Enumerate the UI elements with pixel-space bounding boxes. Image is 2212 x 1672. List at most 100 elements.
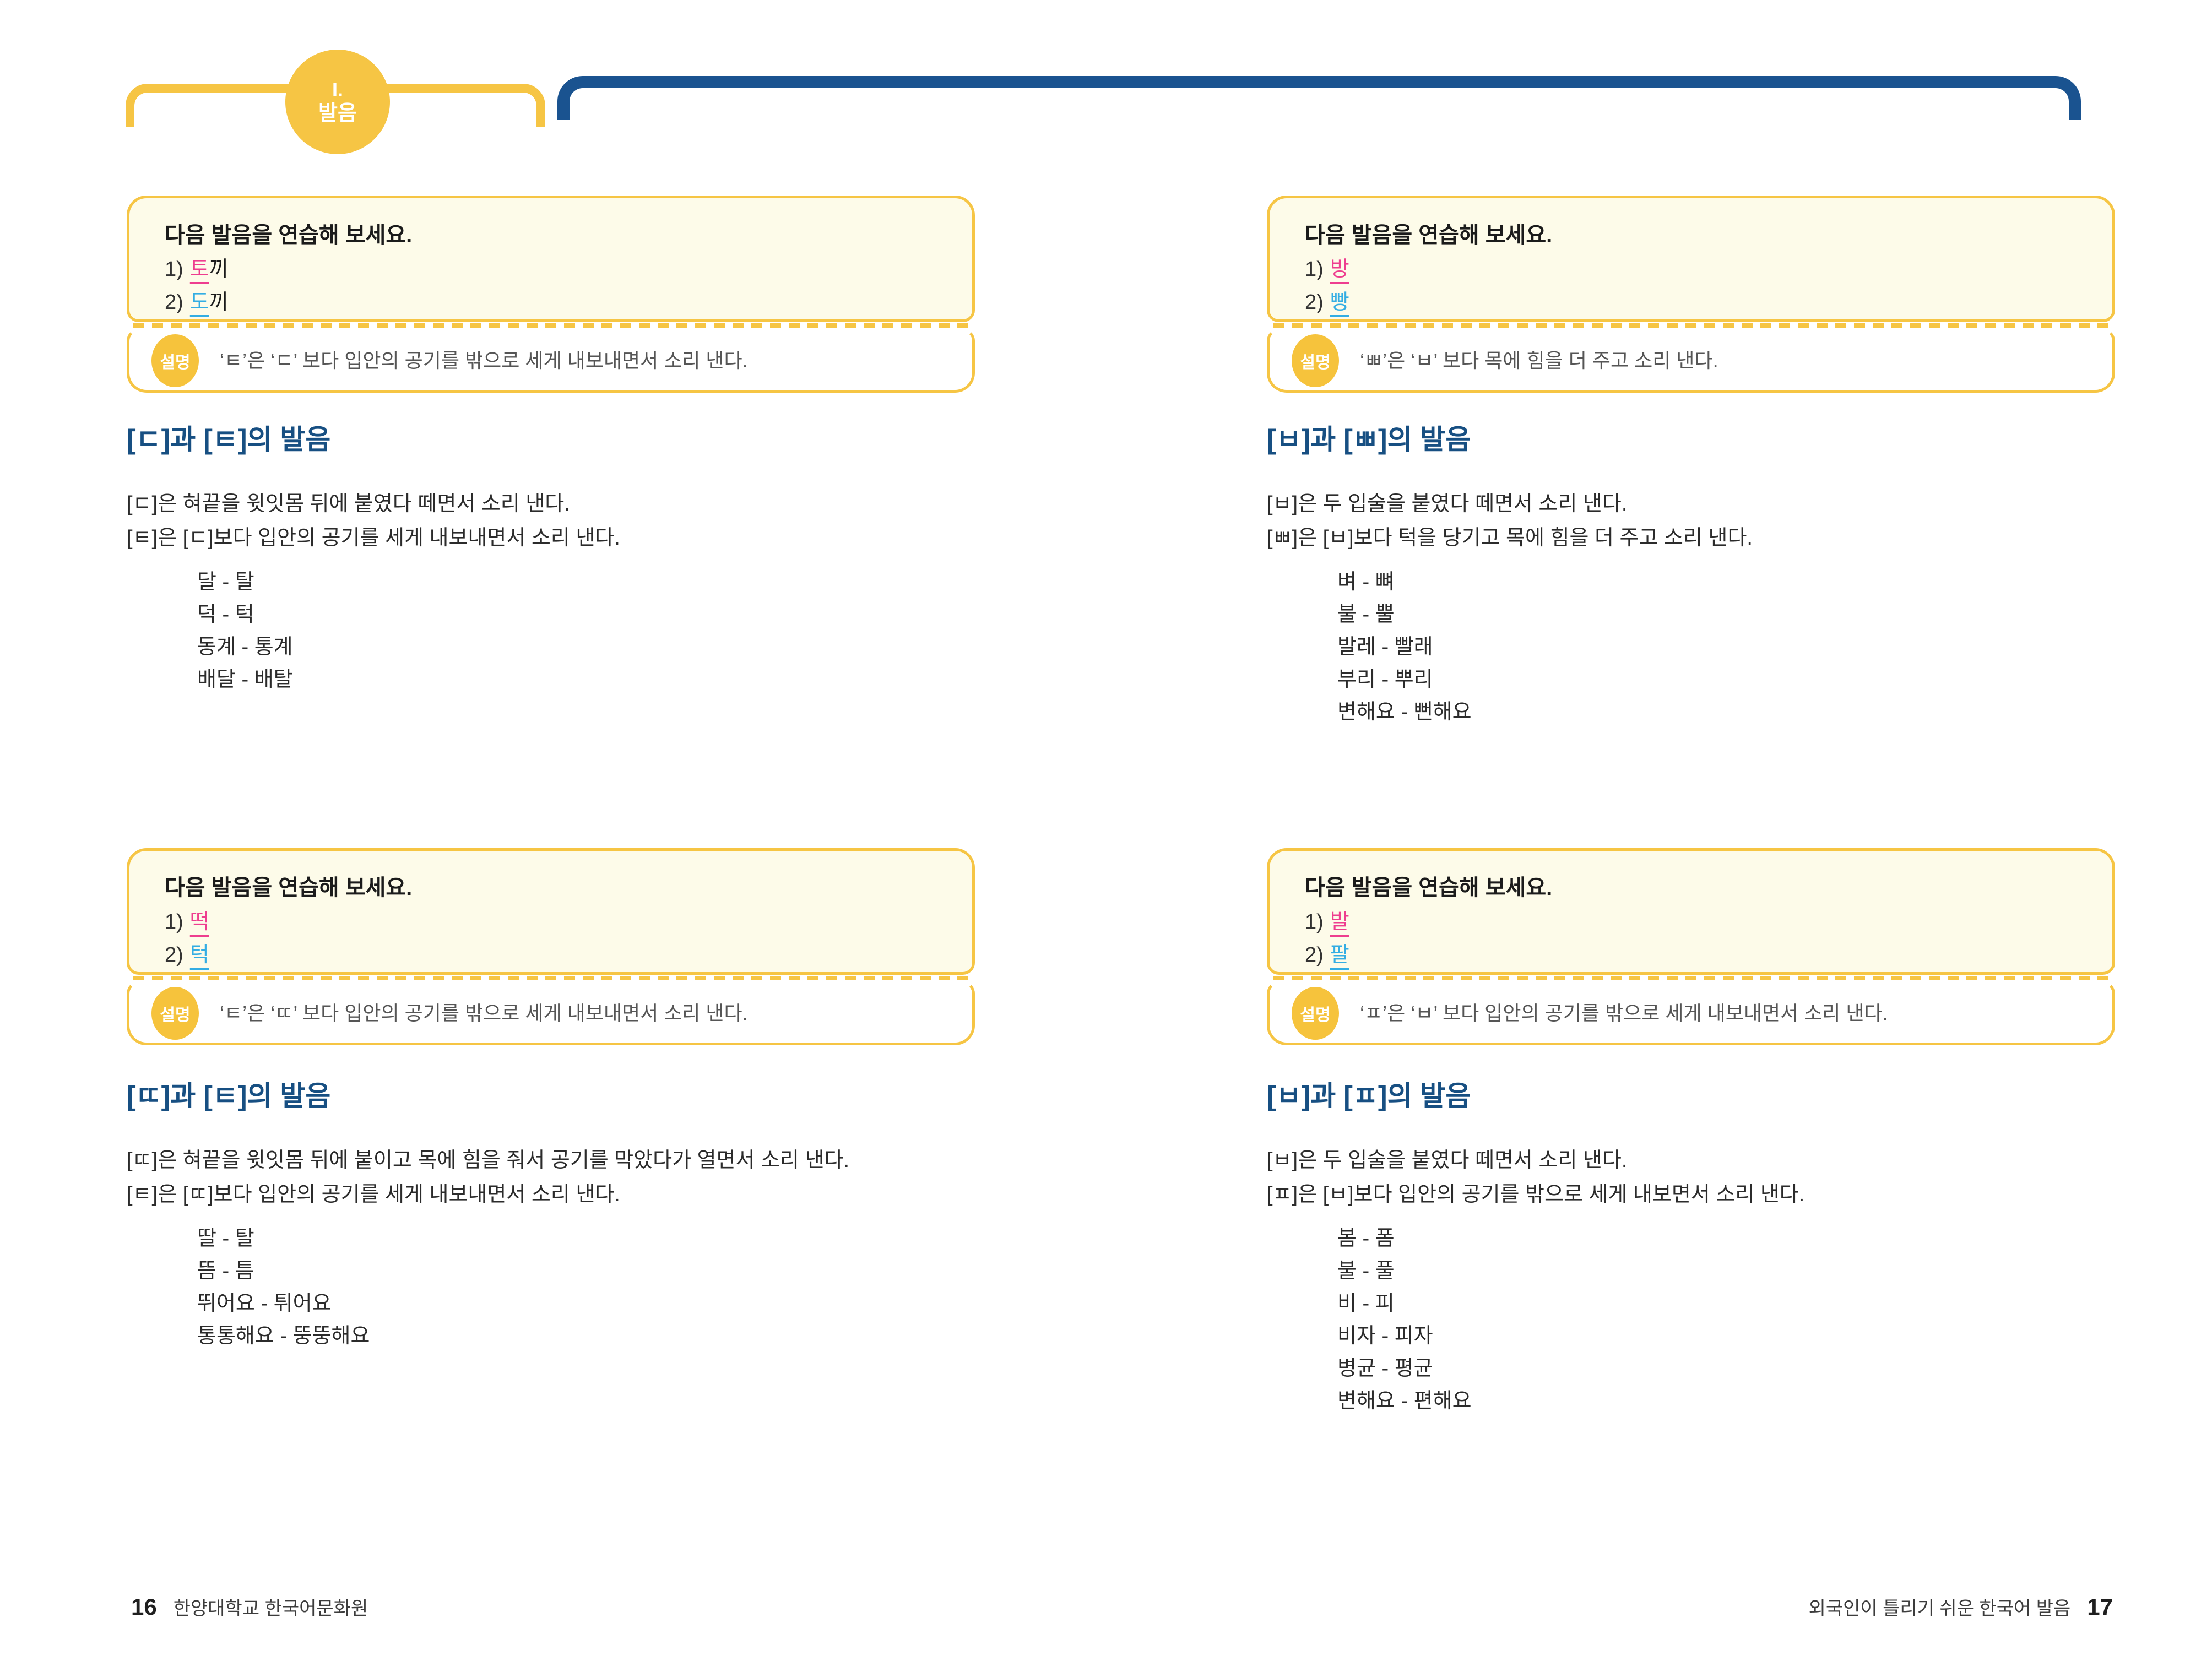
practice-item-word-highlight: 빵 [1330,291,1349,314]
practice-item-number: 1) [1305,910,1324,933]
section-tt-t: [ㄸ]과 [ㅌ]의 발음 [ㄸ]은 혀끝을 윗잇몸 뒤에 붙이고 목에 힘을 줘… [127,1081,1008,1353]
section-heading: [ㄸ]과 [ㅌ]의 발음 [127,1081,331,1111]
practice-item-word-highlight: 방 [1330,258,1349,281]
practice-item-word-highlight: 떡 [189,910,209,933]
practice-box-title: 다음 발음을 연습해 보세요. [165,876,413,900]
pronunciation-pair: 벼 - 뼈 [1337,571,1395,594]
practice-box-1: 다음 발음을 연습해 보세요. 1) 토끼 2) 도끼 설명 ‘ㅌ’은 ‘ㄷ’ 보다… [127,196,975,393]
practice-item: 1) 방 [1305,257,2077,282]
pronunciation-pair: 통통해요 - 뚱뚱해요 [197,1324,370,1348]
footer-left-text: 한양대학교 한국어문화원 [173,1598,368,1619]
section-line: [ㅂ]은 두 입술을 붙였다 떼면서 소리 낸다. [1267,492,1628,515]
section-line: [ㄷ]은 혀끝을 윗잇몸 뒤에 붙였다 떼면서 소리 낸다. [127,492,570,515]
pronunciation-pair: 배달 - 배탈 [197,668,293,691]
practice-item-number: 2) [165,291,183,314]
practice-item: 2) 턱 [165,942,937,968]
practice-item-word-highlight: 도 [189,291,209,314]
explanation-text: ‘ㅌ’은 ‘ㄷ’ 보다 입안의 공기를 밖으로 세게 내보내면서 소리 낸다. [220,349,748,372]
pronunciation-pair: 뜸 - 틈 [197,1260,254,1283]
practice-item-number: 2) [1305,291,1324,314]
pronunciation-pair: 덕 - 턱 [197,603,254,626]
practice-question-area: 다음 발음을 연습해 보세요. 1) 떡 2) 턱 [127,848,975,975]
pronunciation-pair: 비 - 피 [1337,1292,1395,1315]
pronunciation-pair: 변해요 - 뻔해요 [1337,701,1472,724]
pair-list: 봄 - 폼 불 - 풀 비 - 피 비자 - 피자 병균 - 평균 변해요 - … [1267,1223,2148,1418]
practice-item-number: 1) [1305,258,1324,281]
practice-box-title: 다음 발음을 연습해 보세요. [165,223,413,247]
pronunciation-pair: 딸 - 탈 [197,1227,254,1250]
footer-left: 16 한양대학교 한국어문화원 [131,1593,368,1620]
footer-right: 외국인이 틀리기 쉬운 한국어 발음 17 [1809,1593,2113,1620]
pair-list: 달 - 탈 덕 - 턱 동계 - 통계 배달 - 배탈 [127,566,1008,696]
practice-question-area: 다음 발음을 연습해 보세요. 1) 방 2) 빵 [1267,196,2115,322]
practice-item: 2) 팔 [1305,942,2077,968]
section-heading: [ㅂ]과 [ㅍ]의 발음 [1267,1081,1471,1111]
practice-item-word-rest: 끼 [209,291,229,314]
pronunciation-pair: 비자 - 피자 [1337,1324,1433,1348]
section-line: [ㅍ]은 [ㅂ]보다 입안의 공기를 밖으로 세게 내보면서 소리 낸다. [1267,1183,1805,1206]
pronunciation-pair: 불 - 뿔 [1337,603,1395,626]
practice-item-word-highlight: 턱 [189,943,209,967]
explanation-badge: 설명 [151,334,199,387]
practice-item: 1) 떡 [165,909,937,935]
chapter-title: 발음 [318,101,357,125]
practice-question-area: 다음 발음을 연습해 보세요. 1) 토끼 2) 도끼 [127,196,975,322]
practice-box-3: 다음 발음을 연습해 보세요. 1) 떡 2) 턱 설명 ‘ㅌ’은 ‘ㄸ’ 보다 입… [127,848,975,1045]
section-heading: [ㄷ]과 [ㅌ]의 발음 [127,424,331,455]
pronunciation-pair: 부리 - 뿌리 [1337,668,1433,691]
pronunciation-pair: 뛰어요 - 튀어요 [197,1292,332,1315]
header-band-navy [557,76,2081,120]
dashed-divider [1273,323,2108,328]
practice-item: 1) 토끼 [165,257,937,282]
explanation-text: ‘ㅃ’은 ‘ㅂ’ 보다 목에 힘을 더 주고 소리 낸다. [1360,349,1718,372]
pronunciation-pair: 달 - 탈 [197,571,254,594]
pronunciation-pair: 발레 - 빨래 [1337,636,1433,659]
section-line: [ㅃ]은 [ㅂ]보다 턱을 당기고 목에 힘을 더 주고 소리 낸다. [1267,526,1753,550]
practice-item-word-rest: 끼 [209,258,229,281]
pronunciation-pair: 변해요 - 편해요 [1337,1389,1472,1413]
practice-box-title: 다음 발음을 연습해 보세요. [1305,223,1553,247]
practice-item-word-highlight: 팔 [1330,943,1349,967]
pronunciation-pair: 봄 - 폼 [1337,1227,1395,1250]
practice-item-word-highlight: 토 [189,258,209,281]
practice-item: 1) 발 [1305,909,2077,935]
page-number-right: 17 [2087,1594,2113,1620]
explanation-text: ‘ㅍ’은 ‘ㅂ’ 보다 입안의 공기를 밖으로 세게 내보내면서 소리 낸다. [1360,1002,1888,1024]
dashed-divider [133,976,968,980]
chapter-badge: I. 발음 [285,50,390,154]
section-b-pp: [ㅂ]과 [ㅃ]의 발음 [ㅂ]은 두 입술을 붙였다 떼면서 소리 낸다. [… [1267,424,2148,729]
explanation-note: 설명 ‘ㅌ’은 ‘ㄸ’ 보다 입안의 공기를 밖으로 세게 내보내면서 소리 낸… [127,981,975,1045]
explanation-note: 설명 ‘ㅌ’은 ‘ㄷ’ 보다 입안의 공기를 밖으로 세게 내보내면서 소리 낸… [127,329,975,393]
practice-item: 2) 빵 [1305,290,2077,315]
practice-item: 2) 도끼 [165,290,937,315]
chapter-number: I. [332,78,343,101]
explanation-badge: 설명 [1292,987,1339,1040]
section-d-t: [ㄷ]과 [ㅌ]의 발음 [ㄷ]은 혀끝을 윗잇몸 뒤에 붙였다 떼면서 소리 … [127,424,1008,696]
section-heading: [ㅂ]과 [ㅃ]의 발음 [1267,424,1471,455]
practice-item-number: 1) [165,910,183,933]
section-line: [ㅌ]은 [ㄸ]보다 입안의 공기를 세게 내보내면서 소리 낸다. [127,1183,620,1206]
page-number-left: 16 [131,1594,157,1620]
practice-question-area: 다음 발음을 연습해 보세요. 1) 발 2) 팔 [1267,848,2115,975]
pronunciation-pair: 불 - 풀 [1337,1260,1395,1283]
footer-right-text: 외국인이 틀리기 쉬운 한국어 발음 [1808,1598,2071,1619]
explanation-badge: 설명 [1292,334,1339,387]
practice-box-title: 다음 발음을 연습해 보세요. [1305,876,1553,900]
pronunciation-pair: 동계 - 통계 [197,636,293,659]
practice-item-number: 1) [165,258,183,281]
practice-box-2: 다음 발음을 연습해 보세요. 1) 방 2) 빵 설명 ‘ㅃ’은 ‘ㅂ’ 보다 목… [1267,196,2115,393]
practice-box-4: 다음 발음을 연습해 보세요. 1) 발 2) 팔 설명 ‘ㅍ’은 ‘ㅂ’ 보다 입… [1267,848,2115,1045]
explanation-text: ‘ㅌ’은 ‘ㄸ’ 보다 입안의 공기를 밖으로 세게 내보내면서 소리 낸다. [220,1002,748,1024]
section-line: [ㄸ]은 혀끝을 윗잇몸 뒤에 붙이고 목에 힘을 줘서 공기를 막았다가 열면… [127,1149,850,1172]
practice-item-word-highlight: 발 [1330,910,1349,933]
section-b-p: [ㅂ]과 [ㅍ]의 발음 [ㅂ]은 두 입술을 붙였다 떼면서 소리 낸다. [… [1267,1081,2148,1418]
practice-item-number: 2) [1305,943,1324,967]
section-line: [ㅂ]은 두 입술을 붙였다 떼면서 소리 낸다. [1267,1149,1628,1172]
section-line: [ㅌ]은 [ㄷ]보다 입안의 공기를 세게 내보내면서 소리 낸다. [127,526,620,550]
explanation-badge: 설명 [151,987,199,1040]
pronunciation-pair: 병균 - 평균 [1337,1357,1433,1380]
explanation-note: 설명 ‘ㅃ’은 ‘ㅂ’ 보다 목에 힘을 더 주고 소리 낸다. [1267,329,2115,393]
pair-list: 벼 - 뼈 불 - 뿔 발레 - 빨래 부리 - 뿌리 변해요 - 뻔해요 [1267,566,2148,729]
practice-item-number: 2) [165,943,183,967]
